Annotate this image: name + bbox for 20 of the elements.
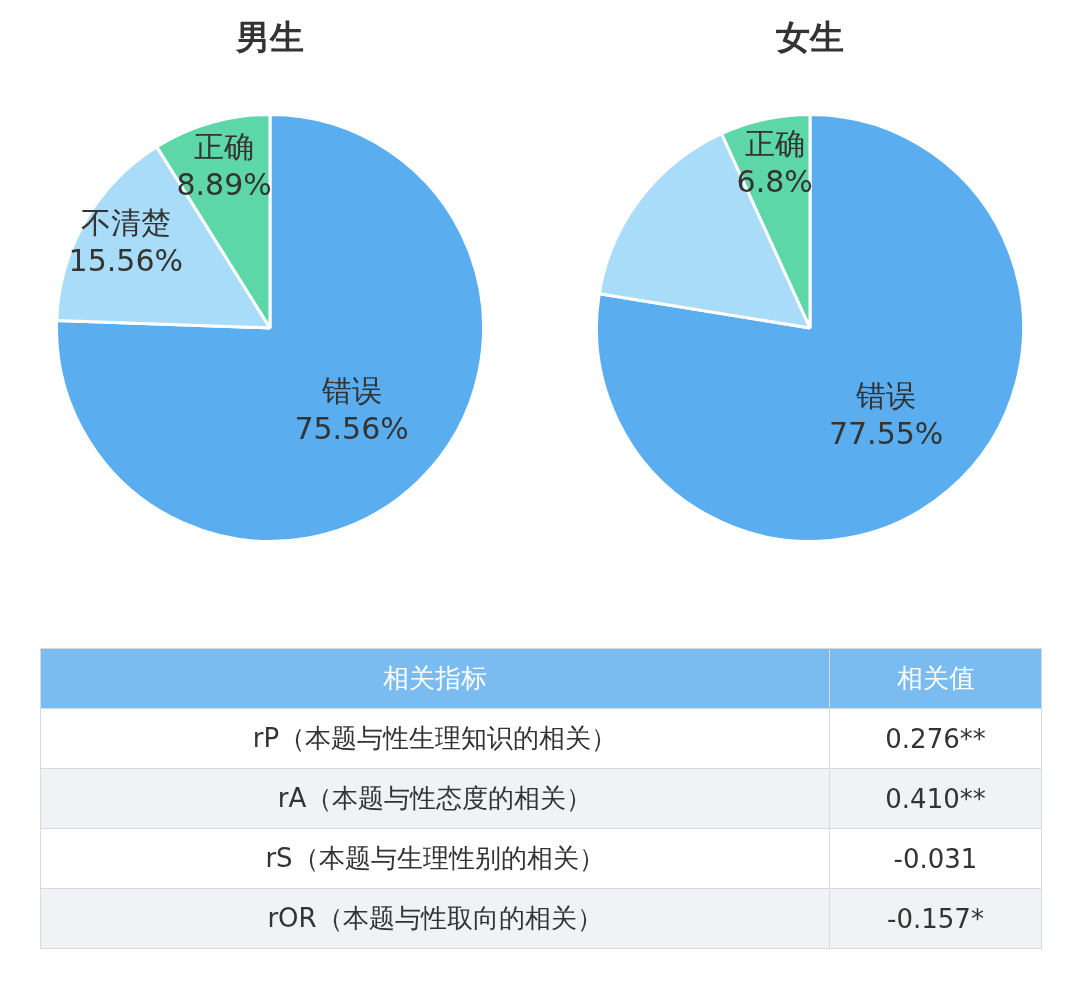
slice-label: 错误 [855, 378, 917, 414]
category-label: rS（本题与生理性别的相关） [40, 828, 830, 889]
text: -0.031 [893, 843, 978, 874]
category-label: rA（本题与性态度的相关） [40, 768, 830, 829]
text: 0.410** [885, 783, 986, 814]
text: -0.157* [887, 903, 984, 934]
data-label: 15.56% [68, 243, 183, 279]
chart-title: 女生 [775, 17, 844, 58]
slice-label: 正确 [194, 128, 255, 164]
data-label: 75.56% [294, 411, 409, 447]
slice-label: 错误 [320, 373, 382, 409]
text: 0.276** [885, 723, 986, 754]
slice-label: 正确 [744, 125, 805, 161]
slice-label: 不清楚 [80, 205, 171, 241]
category-label: rOR（本题与性取向的相关） [40, 888, 830, 949]
text: 相关指标 [40, 648, 830, 709]
data-label: 77.55% [828, 416, 944, 452]
text: 相关值 [829, 648, 1042, 709]
category-label: rP（本题与性生理知识的相关） [40, 708, 830, 769]
chart-title: 男生 [235, 17, 304, 58]
